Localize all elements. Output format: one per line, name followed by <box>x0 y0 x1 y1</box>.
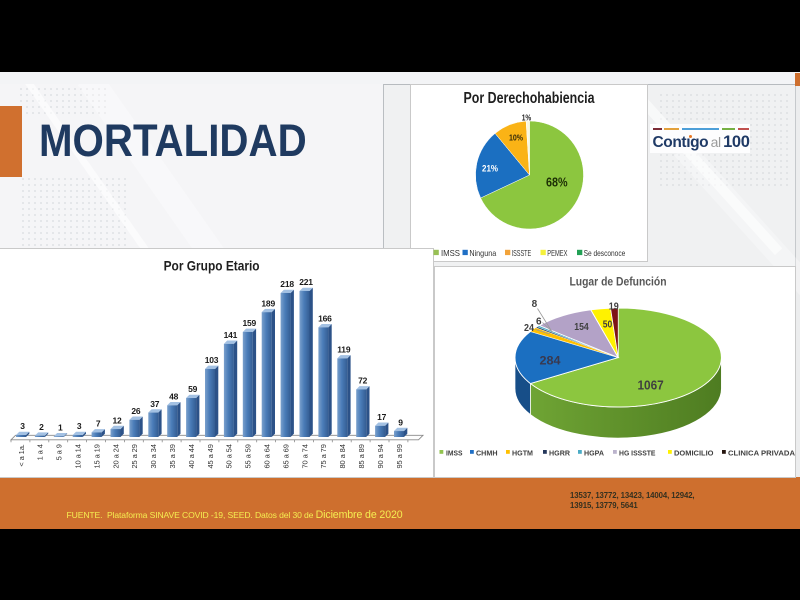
svg-text:50: 50 <box>603 319 613 330</box>
svg-text:19: 19 <box>609 302 619 313</box>
svg-text:70 a 74: 70 a 74 <box>300 444 309 468</box>
svg-text:65 a 69: 65 a 69 <box>281 444 290 468</box>
svg-text:1067: 1067 <box>637 378 663 393</box>
svg-text:35 a 39: 35 a 39 <box>168 444 177 468</box>
svg-text:40 a 44: 40 a 44 <box>187 444 196 468</box>
svg-text:21%: 21% <box>482 164 498 174</box>
svg-text:3: 3 <box>77 421 82 431</box>
svg-text:PEMEX: PEMEX <box>547 249 568 258</box>
svg-text:154: 154 <box>574 322 589 333</box>
svg-text:25 a 29: 25 a 29 <box>130 444 139 468</box>
svg-text:103: 103 <box>205 355 219 365</box>
svg-text:Ninguna: Ninguna <box>469 249 496 258</box>
svg-text:Se desconoce: Se desconoce <box>584 249 626 258</box>
svg-text:CHMH: CHMH <box>476 449 498 458</box>
svg-text:12: 12 <box>112 415 122 425</box>
svg-text:75 a 79: 75 a 79 <box>319 444 328 468</box>
svg-text:15 a 19: 15 a 19 <box>92 444 101 468</box>
svg-text:68%: 68% <box>546 176 568 190</box>
svg-text:7: 7 <box>96 419 101 429</box>
svg-text:IMSS: IMSS <box>446 449 463 458</box>
svg-text:HG ISSSTE: HG ISSSTE <box>619 449 656 458</box>
svg-text:48: 48 <box>169 391 179 401</box>
svg-text:141: 141 <box>224 330 238 340</box>
svg-text:20 a 24: 20 a 24 <box>111 444 120 468</box>
svg-text:60 a 64: 60 a 64 <box>263 444 272 468</box>
svg-text:6: 6 <box>536 317 542 328</box>
svg-text:IMSS: IMSS <box>441 249 460 258</box>
svg-text:166: 166 <box>318 314 332 324</box>
svg-text:90 a 94: 90 a 94 <box>376 444 385 468</box>
svg-text:8: 8 <box>532 299 538 310</box>
svg-text:80 a 84: 80 a 84 <box>338 444 347 468</box>
svg-text:Por Grupo Etario: Por Grupo Etario <box>164 258 260 274</box>
svg-text:72: 72 <box>358 376 368 386</box>
svg-text:Por Derechohabiencia: Por Derechohabiencia <box>464 90 595 107</box>
svg-text:59: 59 <box>188 384 198 394</box>
svg-text:10%: 10% <box>509 134 524 143</box>
svg-text:CLINICA PRIVADA: CLINICA PRIVADA <box>728 449 796 458</box>
svg-text:85 a 89: 85 a 89 <box>357 444 366 468</box>
svg-text:HGRR: HGRR <box>549 449 571 458</box>
svg-text:Lugar de Defunción: Lugar de Defunción <box>570 275 667 289</box>
svg-text:95 a 99: 95 a 99 <box>395 444 404 468</box>
svg-text:10 a 14: 10 a 14 <box>74 444 83 468</box>
svg-text:30 a 34: 30 a 34 <box>149 444 158 468</box>
svg-text:9: 9 <box>398 417 403 427</box>
svg-text:26: 26 <box>131 406 141 416</box>
svg-text:17: 17 <box>377 412 387 422</box>
svg-text:HGPA: HGPA <box>584 449 605 458</box>
svg-text:DOMICILIO: DOMICILIO <box>674 449 714 458</box>
svg-text:3: 3 <box>20 421 25 431</box>
svg-text:50 a 54: 50 a 54 <box>225 444 234 468</box>
svg-text:218: 218 <box>280 279 294 289</box>
svg-text:1: 1 <box>58 423 63 433</box>
svg-text:45 a 49: 45 a 49 <box>206 444 215 468</box>
svg-text:1%: 1% <box>522 113 532 122</box>
svg-text:5 a 9: 5 a 9 <box>55 444 64 460</box>
svg-text:ISSSTE: ISSSTE <box>512 249 532 258</box>
svg-text:24: 24 <box>524 323 534 334</box>
svg-text:221: 221 <box>299 277 313 287</box>
svg-text:HGTM: HGTM <box>512 449 533 458</box>
svg-text:159: 159 <box>243 318 257 328</box>
svg-text:284: 284 <box>540 354 561 368</box>
svg-text:189: 189 <box>261 298 275 308</box>
svg-text:37: 37 <box>150 399 160 409</box>
svg-text:2: 2 <box>39 422 44 432</box>
svg-text:55 a 59: 55 a 59 <box>244 444 253 468</box>
svg-text:< a 1a.: < a 1a. <box>17 444 26 466</box>
svg-text:1 a 4: 1 a 4 <box>36 444 45 460</box>
svg-text:119: 119 <box>337 345 351 355</box>
